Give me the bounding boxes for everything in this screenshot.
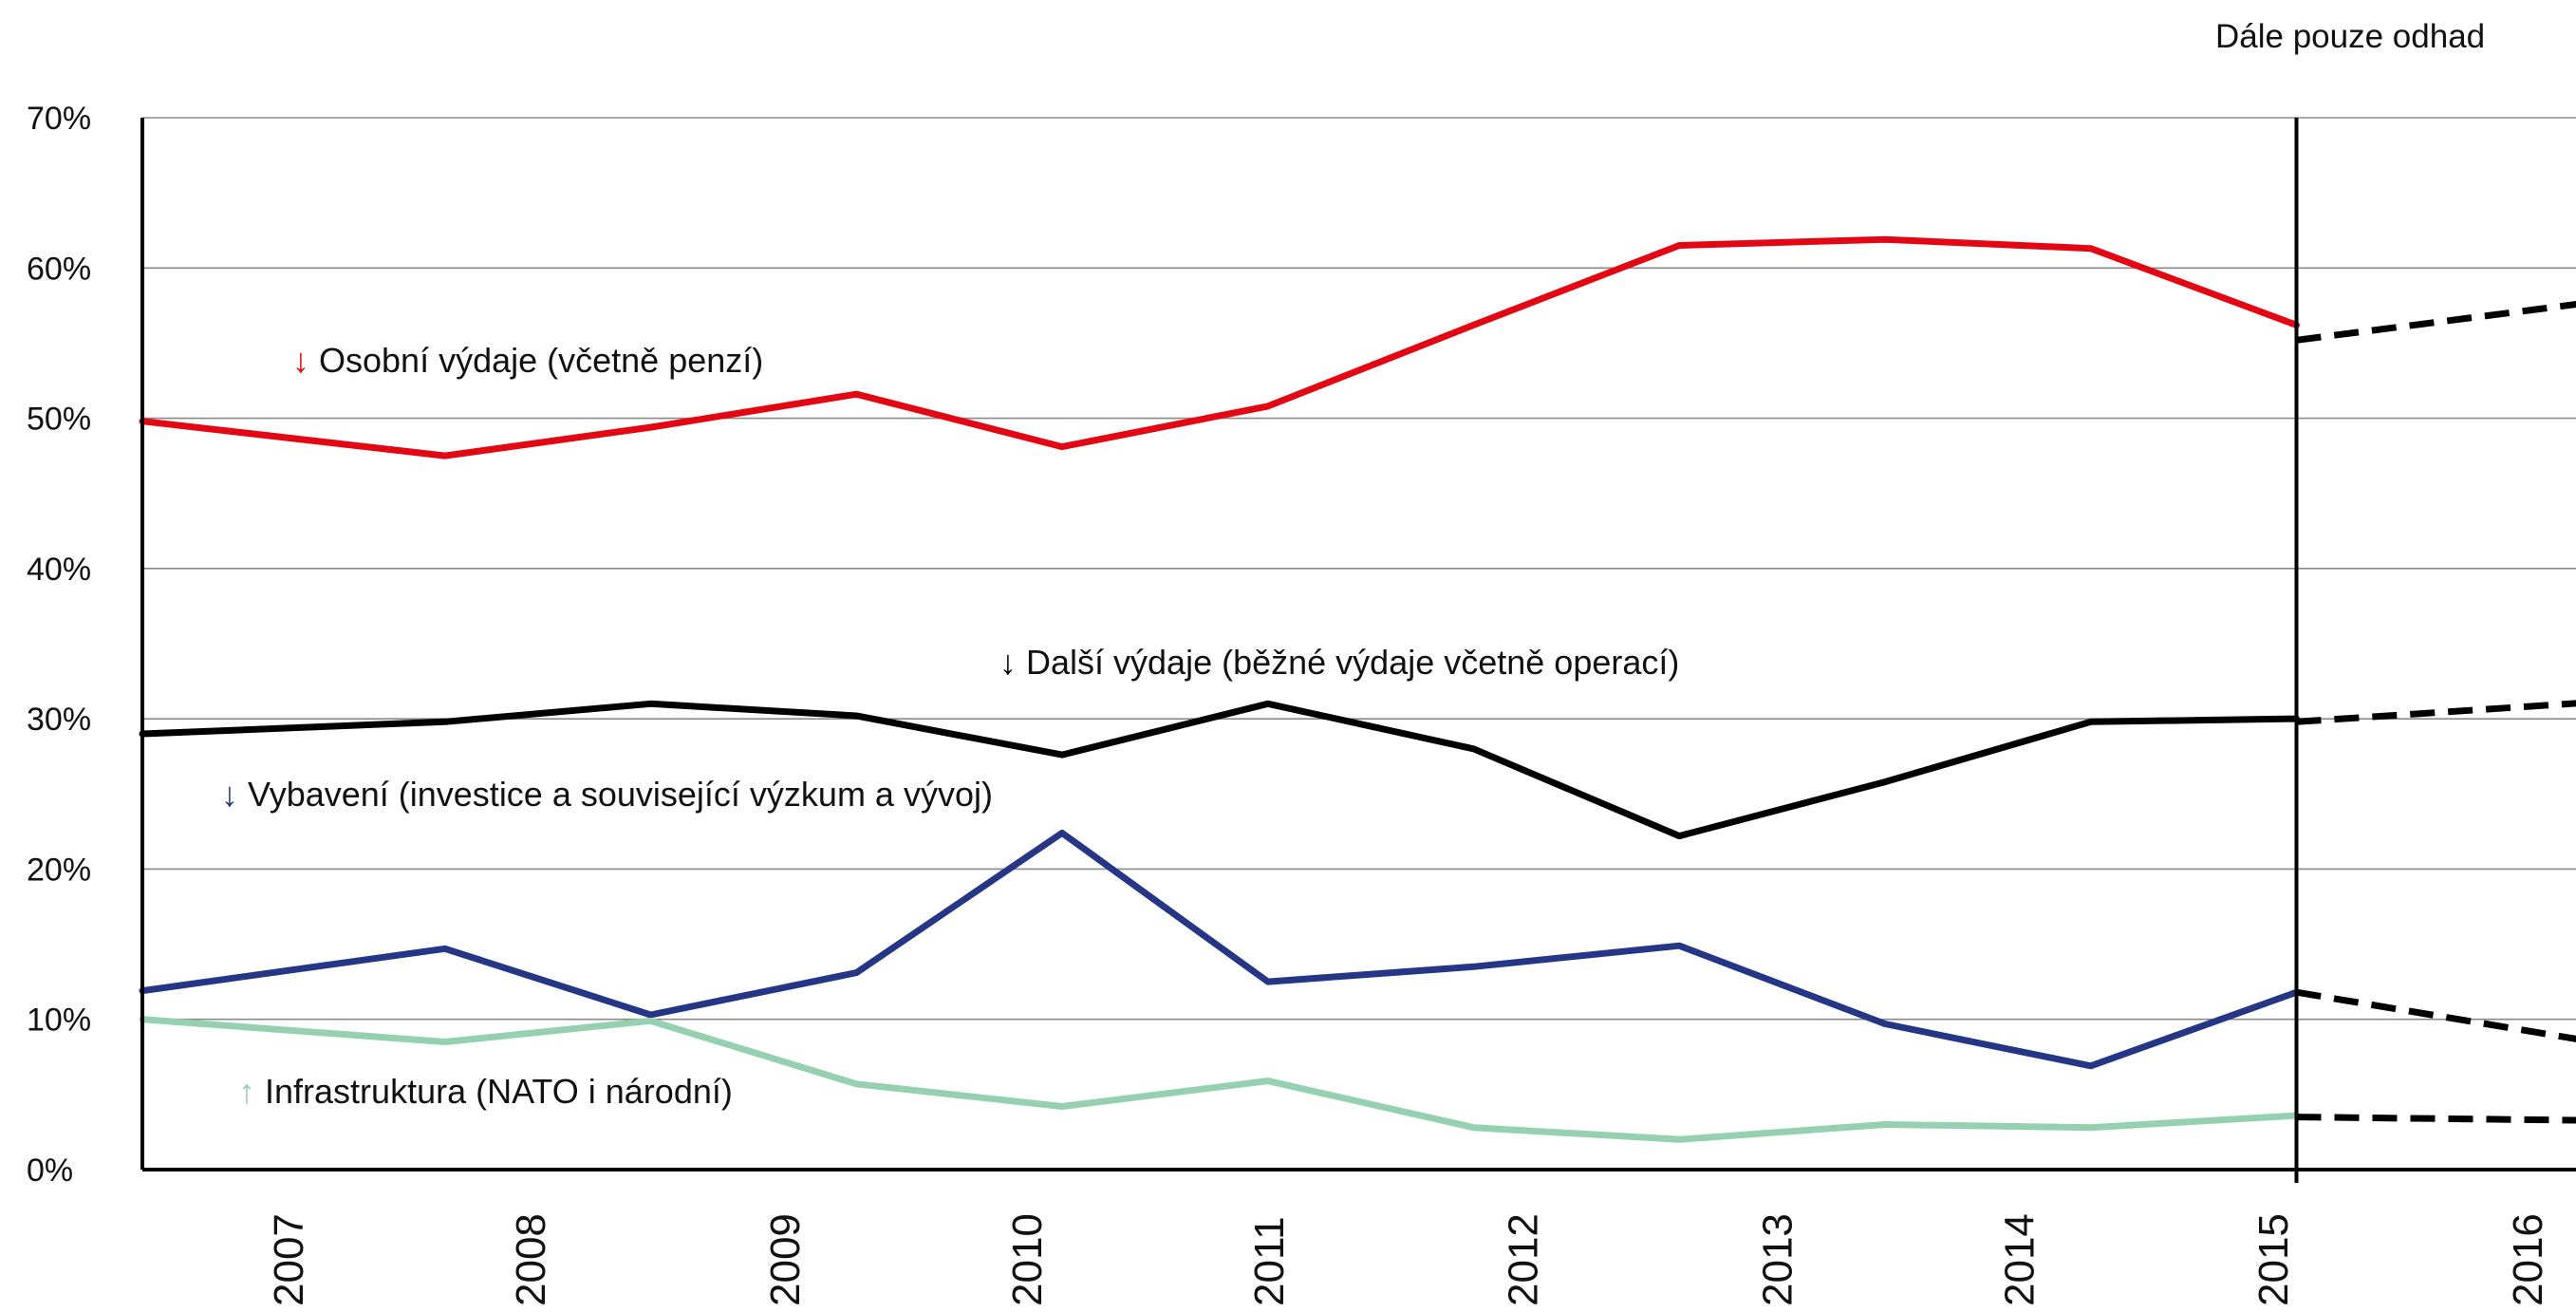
y-axis-ticks: 0% 10% 20% 30% 40% 50% 60% 70% <box>27 101 91 1189</box>
x-tick-label: 2014 <box>1996 1213 2043 1306</box>
series-name: Infrastruktura (NATO i národní) <box>265 1072 733 1111</box>
estimate-line <box>2296 301 2576 344</box>
y-tick-label: 60% <box>27 251 91 287</box>
estimate-line <box>2295 988 2576 1042</box>
y-tick-label: 30% <box>27 702 91 738</box>
axes <box>140 118 2576 1183</box>
y-tick-label: 50% <box>27 402 91 438</box>
x-tick-label: 2015 <box>2250 1213 2297 1306</box>
x-tick-label: 2011 <box>1246 1216 1293 1306</box>
arrow-icon: ↓ <box>999 643 1026 682</box>
y-tick-label: 0% <box>27 1153 73 1189</box>
y-tick-label: 10% <box>27 1003 91 1039</box>
series-label: ↓ Vybavení (investice a související výzk… <box>221 775 993 814</box>
y-tick-label: 40% <box>27 552 91 588</box>
x-tick-label: 2012 <box>1501 1213 1547 1306</box>
series-name: Vybavení (investice a související výzkum… <box>248 775 993 814</box>
x-tick-label: 2016 <box>2505 1213 2551 1306</box>
x-tick-label: 2010 <box>1004 1213 1051 1306</box>
arrow-icon: ↓ <box>221 775 248 814</box>
y-tick-label: 20% <box>27 852 91 888</box>
gridlines <box>142 117 2576 1021</box>
x-axis-ticks: 2007 2008 2009 2010 2011 2012 2013 2014 2015 2016 <box>266 1213 2551 1306</box>
y-tick-label: 70% <box>27 101 91 137</box>
arrow-icon: ↓ <box>292 341 319 380</box>
series-label: ↓ Další výdaje (běžné výdaje včetně oper… <box>999 643 1679 682</box>
x-tick-label: 2007 <box>266 1213 312 1306</box>
x-tick-label: 2013 <box>1754 1213 1801 1306</box>
estimate-line <box>2296 1114 2576 1124</box>
estimate-annotation: Dále pouze odhad <box>2215 18 2485 55</box>
estimate-line <box>2296 700 2576 725</box>
series-line <box>139 1016 2300 1143</box>
series-line <box>139 829 2300 1070</box>
series-name: Další výdaje (běžné výdaje včetně operac… <box>1026 643 1679 682</box>
series-line <box>139 700 2300 840</box>
series-name: Osobní výdaje (včetně penzí) <box>319 341 763 380</box>
arrow-icon: ↑ <box>238 1072 265 1111</box>
series-line <box>139 235 2300 459</box>
series-labels: ↓ Osobní výdaje (včetně penzí)↓ Další vý… <box>221 341 1679 1111</box>
series-label: ↑ Infrastruktura (NATO i národní) <box>238 1072 733 1111</box>
series-lines <box>139 235 2576 1143</box>
x-tick-label: 2009 <box>762 1213 809 1306</box>
x-tick-label: 2008 <box>508 1213 554 1306</box>
series-label: ↓ Osobní výdaje (včetně penzí) <box>292 341 763 380</box>
